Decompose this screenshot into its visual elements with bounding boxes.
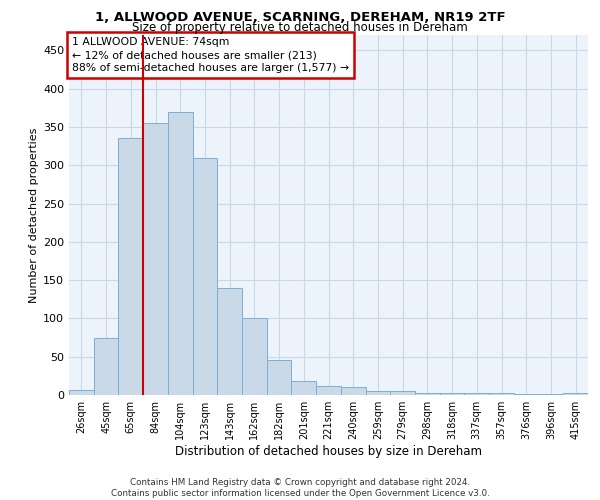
Bar bbox=[514, 394, 539, 395]
Bar bbox=[390, 391, 415, 395]
Bar bbox=[94, 338, 118, 395]
Bar bbox=[69, 390, 94, 395]
Bar bbox=[193, 158, 217, 395]
Bar bbox=[292, 381, 316, 395]
Bar bbox=[489, 394, 514, 395]
Text: 1, ALLWOOD AVENUE, SCARNING, DEREHAM, NR19 2TF: 1, ALLWOOD AVENUE, SCARNING, DEREHAM, NR… bbox=[95, 11, 505, 24]
Bar bbox=[440, 392, 464, 395]
Bar bbox=[341, 388, 365, 395]
Bar bbox=[118, 138, 143, 395]
Bar bbox=[143, 123, 168, 395]
Bar bbox=[464, 394, 489, 395]
Text: Size of property relative to detached houses in Dereham: Size of property relative to detached ho… bbox=[132, 22, 468, 35]
Bar bbox=[168, 112, 193, 395]
Bar bbox=[539, 394, 563, 395]
Bar bbox=[267, 360, 292, 395]
Bar bbox=[217, 288, 242, 395]
Bar bbox=[365, 391, 390, 395]
Bar bbox=[415, 392, 440, 395]
Bar bbox=[242, 318, 267, 395]
Bar bbox=[563, 394, 588, 395]
Text: Contains HM Land Registry data © Crown copyright and database right 2024.
Contai: Contains HM Land Registry data © Crown c… bbox=[110, 478, 490, 498]
Text: 1 ALLWOOD AVENUE: 74sqm
← 12% of detached houses are smaller (213)
88% of semi-d: 1 ALLWOOD AVENUE: 74sqm ← 12% of detache… bbox=[71, 37, 349, 73]
Y-axis label: Number of detached properties: Number of detached properties bbox=[29, 128, 39, 302]
X-axis label: Distribution of detached houses by size in Dereham: Distribution of detached houses by size … bbox=[175, 445, 482, 458]
Bar bbox=[316, 386, 341, 395]
